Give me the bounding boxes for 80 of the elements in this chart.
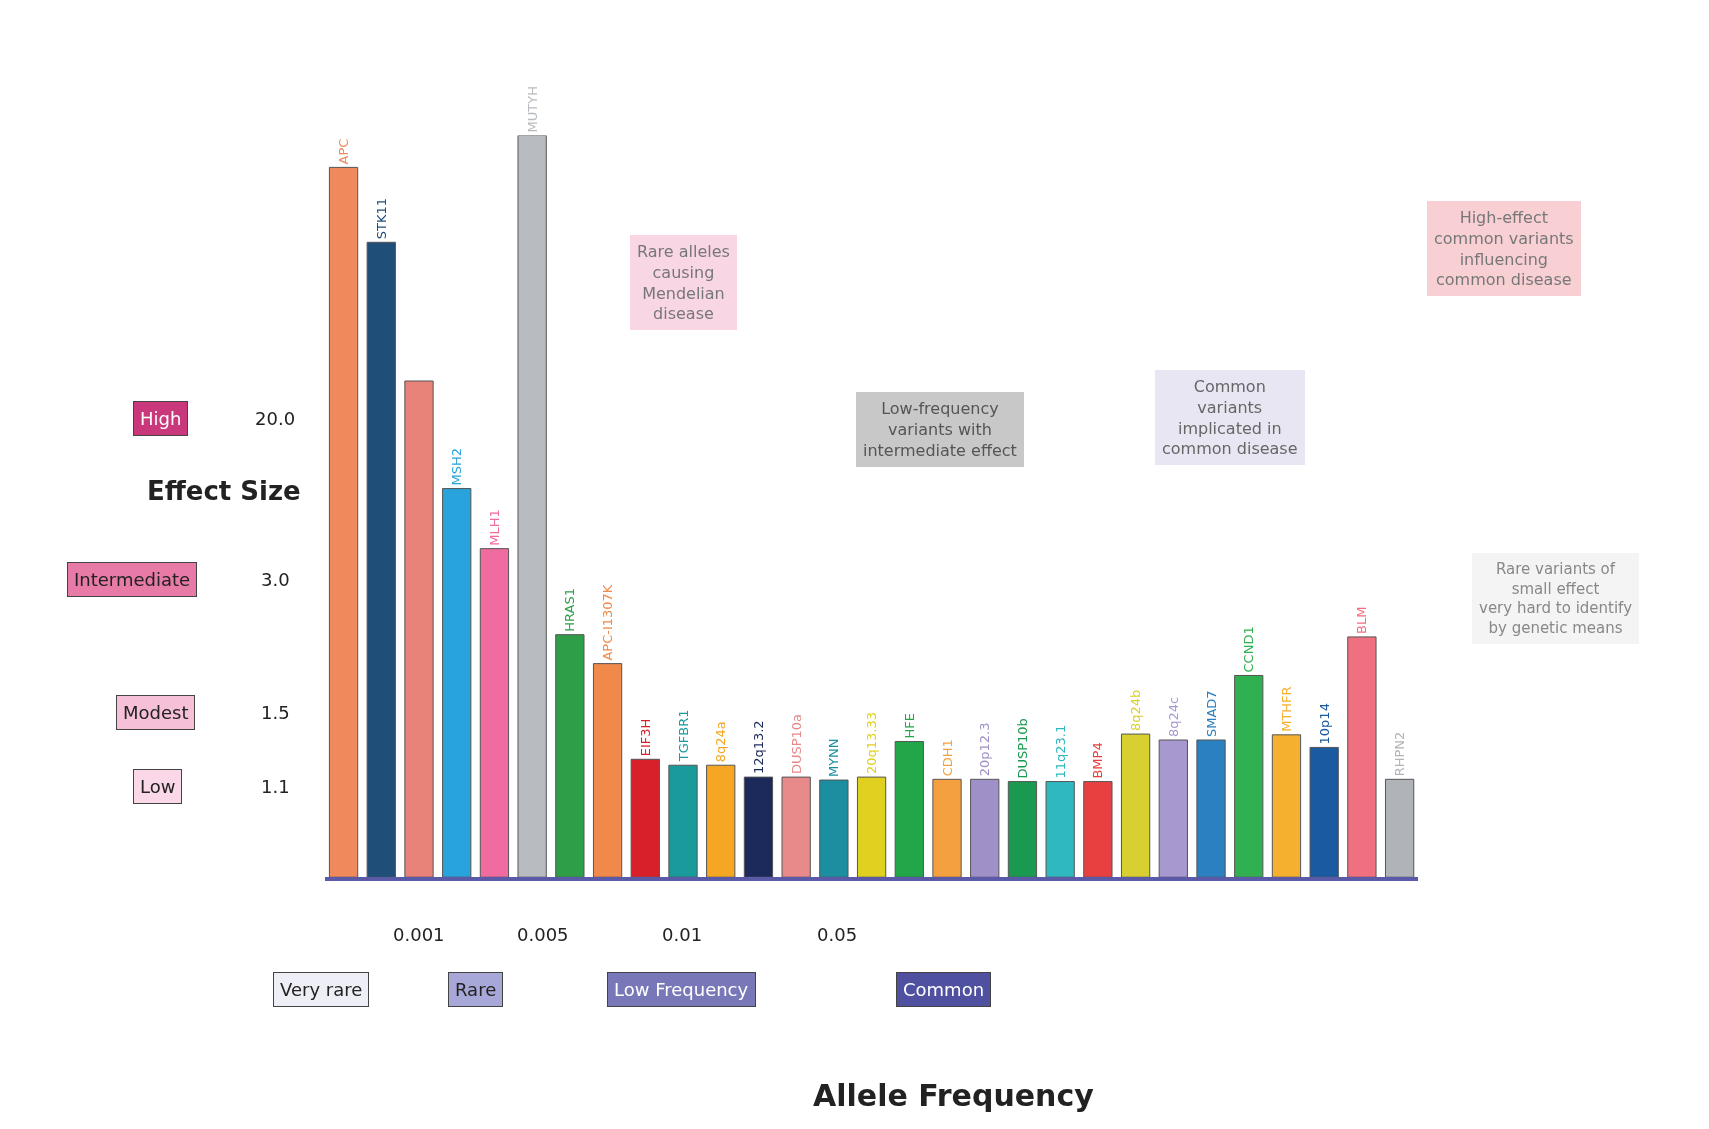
text: Allele Frequency [813,1078,1095,1113]
x-tick-label: 11q23.1 [1052,724,1068,779]
bar [1158,739,1188,878]
x-tick-label: APC [336,138,352,165]
x-tick-label: MSH2 [449,448,465,486]
text: Rare variants of small effect very hard to identify by genetic means [1479,560,1633,637]
bar [1196,739,1226,878]
y-axis-title: Effect Size [147,476,301,506]
bar [1234,674,1264,878]
text: 0.01 [662,924,703,945]
bar [970,778,1000,878]
text: High [140,408,182,429]
bar [1309,746,1339,878]
x-tick-label: CCND1 [1241,626,1257,673]
bar [1083,781,1113,878]
text: Low Frequency [614,979,749,1000]
bar [1384,778,1415,878]
bar [856,776,887,878]
bar [706,764,736,878]
bar [668,764,698,878]
bar [442,488,472,878]
x-tick-label: 10p14 [1316,703,1332,745]
x-tick-label: MTHFR [1278,686,1294,732]
text: 0.001 [393,924,445,945]
bar [894,740,924,878]
bar [517,135,547,878]
x-tick-label: TGFBR1 [675,709,691,763]
bar [1347,636,1377,878]
x-tick-label: MLH1 [486,509,502,546]
x-tick-label: BMP4 [1090,742,1106,779]
bar [819,779,849,878]
x-tick-label: CDH1 [939,739,955,777]
bar [781,776,811,878]
x-tick-label: APC-I1307K [600,584,616,661]
x-tick-label: 8q24a [713,721,729,763]
x-tick-label: 20p12.3 [977,722,993,777]
bar [592,663,623,878]
annotation: Rare alleles causing Mendelian disease [637,242,730,324]
bar [630,758,660,878]
x-tick-label: HRAS1 [562,587,578,632]
annotation: Low-frequency variants with intermediate effect [863,399,1017,460]
x-tick-label: STK11 [373,198,389,240]
bar [328,166,359,878]
x-tick-label: MUTYH [524,86,540,133]
x-tick-label: BLM [1354,606,1370,634]
text: Common [903,979,985,1000]
text: Modest [123,702,189,723]
x-tick-label: RHPN2 [1392,731,1408,777]
x-tick-label: 8q24b [1128,689,1144,732]
text: 0.05 [817,924,858,945]
bar [1045,781,1075,878]
bar [479,548,510,878]
annotation: Common variants implicated in common disease [1162,377,1298,459]
x-tick-label: 8q24c [1165,696,1181,738]
text: Intermediate [74,569,191,590]
bar [743,776,774,878]
text: 1.1 [261,776,290,797]
x-tick-label: 20q13.33 [864,712,880,775]
bar [366,241,396,878]
text: 0.005 [517,924,569,945]
x-tick-label: DUSP10a [788,713,804,775]
text: High-effect common variants influencing common disease [1434,208,1574,290]
x-tick-label: MYNN [826,738,842,778]
text: 20.0 [255,408,296,429]
x-tick-label: EIF3H [637,718,653,757]
bar [1271,734,1302,878]
x-tick-label: HFE [901,713,917,739]
x-tick-label: DUSP10b [1014,718,1030,779]
text: 3.0 [261,569,290,590]
text: 1.5 [261,702,290,723]
text: Rare [455,979,497,1000]
text: Very rare [280,979,363,1000]
bar [1007,781,1038,878]
x-tick-label: 12q13.2 [750,720,766,775]
bar [932,778,962,878]
x-tick-label: SMAD7 [1203,690,1219,738]
bar [555,634,585,878]
bar [404,380,434,878]
text: Low [140,776,176,797]
bar [1120,733,1151,878]
